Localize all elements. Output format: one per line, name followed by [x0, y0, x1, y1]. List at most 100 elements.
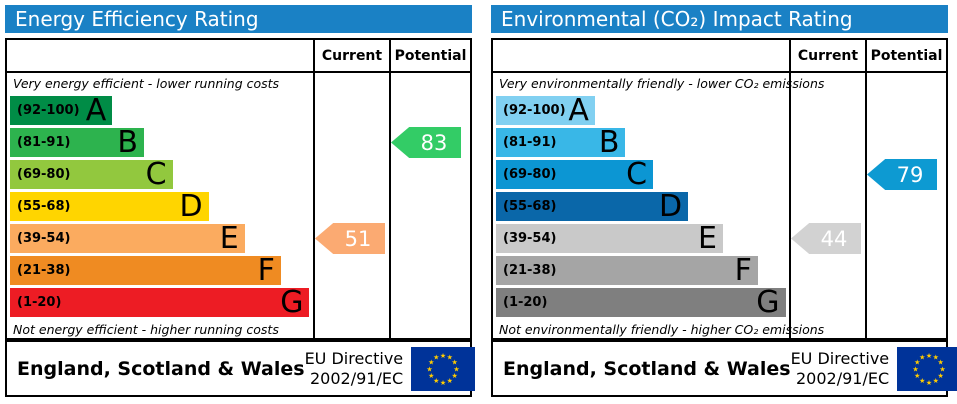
band-range-label: (1-20)	[503, 295, 548, 310]
band-row-E: (39-54) E	[496, 221, 723, 256]
band-letter: A	[568, 93, 589, 128]
band-range-label: (81-91)	[503, 135, 557, 150]
potential-column-header: Potential	[865, 40, 946, 71]
energy-efficiency-panel: Energy Efficiency Rating Current Potenti…	[5, 5, 476, 397]
bottom-caption: Not energy efficient - higher running co…	[13, 322, 279, 337]
current-rating-value: 44	[820, 226, 848, 251]
band-row-D: (55-68) D	[496, 189, 689, 224]
potential-column-header: Potential	[389, 40, 470, 71]
table-header: Current Potential	[7, 40, 470, 73]
band-letter: E	[698, 221, 717, 256]
eu-directive-line1: EU Directive	[304, 349, 404, 369]
current-rating-value: 51	[344, 226, 372, 251]
table-body: Very energy efficient - lower running co…	[7, 73, 470, 338]
band-row-F: (21-38) F	[496, 253, 758, 288]
panel-footer: England, Scotland & Wales EU Directive 2…	[491, 340, 957, 397]
bands-container: (92-100) A (81-91) B (69-80) C (55-68) D (39-54)…	[10, 96, 311, 320]
band-range-label: (81-91)	[17, 135, 71, 150]
eu-flag-icon: ★ ★★★★★★★★★★★	[897, 346, 957, 391]
eu-directive-line2: 2002/91/EC	[310, 368, 404, 388]
svg-text:★: ★	[914, 358, 920, 366]
current-column-header: Current	[313, 40, 389, 71]
band-row-C: (69-80) C	[10, 157, 173, 192]
band-letter: G	[280, 285, 304, 320]
band-range-label: (92-100)	[17, 103, 80, 118]
header-spacer-cell	[493, 40, 789, 71]
band-range-label: (39-54)	[503, 231, 557, 246]
band-letter: B	[598, 125, 620, 160]
svg-text:★: ★	[427, 365, 433, 373]
band-range-label: (21-38)	[17, 263, 71, 278]
potential-rating-arrow: 79	[867, 159, 937, 190]
eu-directive-label: EU Directive 2002/91/EC	[305, 349, 404, 387]
current-header-label: Current	[321, 47, 383, 64]
svg-text:★: ★	[919, 353, 925, 361]
band-letter: F	[257, 253, 275, 288]
band-range-label: (92-100)	[503, 103, 566, 118]
band-row-B: (81-91) B	[496, 125, 626, 160]
panel-footer: England, Scotland & Wales EU Directive 2…	[5, 340, 476, 397]
top-caption: Very energy efficient - lower running co…	[13, 76, 280, 91]
svg-text:★: ★	[938, 358, 944, 366]
svg-text:★: ★	[926, 351, 932, 359]
svg-text:★: ★	[433, 353, 439, 361]
potential-rating-value: 79	[896, 162, 924, 187]
band-row-B: (81-91) B	[10, 125, 144, 160]
svg-text:★: ★	[447, 353, 453, 361]
svg-text:★: ★	[428, 372, 434, 380]
band-row-A: (92-100) A	[10, 96, 113, 126]
svg-text:★: ★	[454, 365, 460, 373]
svg-text:★: ★	[914, 372, 920, 380]
svg-text:★: ★	[926, 378, 932, 386]
band-row-D: (55-68) D	[10, 192, 209, 222]
region-label: England, Scotland & Wales	[503, 357, 791, 380]
panel-title: Environmental (CO₂) Impact Rating	[491, 5, 948, 33]
eu-directive-line1: EU Directive	[790, 349, 890, 369]
svg-text:★: ★	[919, 377, 925, 385]
potential-rating-column: 83	[389, 73, 470, 338]
table-header: Current Potential	[493, 40, 946, 73]
band-range-label: (69-80)	[17, 167, 71, 182]
svg-text:★: ★	[440, 378, 446, 386]
svg-text:★: ★	[913, 365, 919, 373]
band-letter: E	[219, 221, 239, 256]
band-row-E: (39-54) E	[10, 221, 245, 256]
header-spacer-cell	[7, 40, 313, 71]
svg-text:★: ★	[933, 377, 939, 385]
current-header-label: Current	[797, 47, 859, 64]
top-caption: Very environmentally friendly - lower CO…	[499, 76, 825, 91]
bands-container: (92-100) A (81-91) B (69-80) C (55-68) D (39-54)…	[496, 96, 787, 320]
svg-text:★: ★	[940, 365, 946, 373]
band-letter: G	[756, 285, 780, 320]
band-range-label: (1-20)	[17, 295, 62, 310]
current-rating-column: 44	[789, 73, 865, 338]
potential-rating-arrow: 83	[391, 127, 461, 158]
band-range-label: (69-80)	[503, 167, 557, 182]
band-letter: C	[626, 157, 648, 192]
svg-text:★: ★	[452, 372, 458, 380]
current-rating-column: 51	[313, 73, 389, 338]
band-letter: C	[145, 157, 167, 192]
svg-text:★: ★	[428, 358, 434, 366]
band-letter: F	[734, 253, 752, 288]
band-range-label: (55-68)	[17, 199, 71, 214]
current-rating-arrow: 44	[791, 223, 861, 254]
eu-directive-line2: 2002/91/EC	[796, 368, 890, 388]
potential-header-label: Potential	[870, 47, 943, 64]
band-letter: B	[117, 125, 138, 160]
band-row-A: (92-100) A	[496, 93, 595, 128]
bottom-caption: Not environmentally friendly - higher CO…	[499, 322, 825, 337]
rating-table: Current Potential Very environmentally f…	[491, 38, 948, 340]
eu-directive-label: EU Directive 2002/91/EC	[791, 349, 890, 387]
band-range-label: (21-38)	[503, 263, 557, 278]
rating-table: Current Potential Very energy efficient …	[5, 38, 472, 340]
panel-title: Energy Efficiency Rating	[5, 5, 472, 33]
band-row-F: (21-38) F	[10, 253, 281, 288]
band-range-label: (55-68)	[503, 199, 557, 214]
band-row-C: (69-80) C	[496, 157, 654, 192]
current-column-header: Current	[789, 40, 865, 71]
band-row-G: (1-20) G	[10, 285, 310, 320]
current-rating-arrow: 51	[315, 223, 385, 254]
band-letter: D	[658, 189, 683, 224]
